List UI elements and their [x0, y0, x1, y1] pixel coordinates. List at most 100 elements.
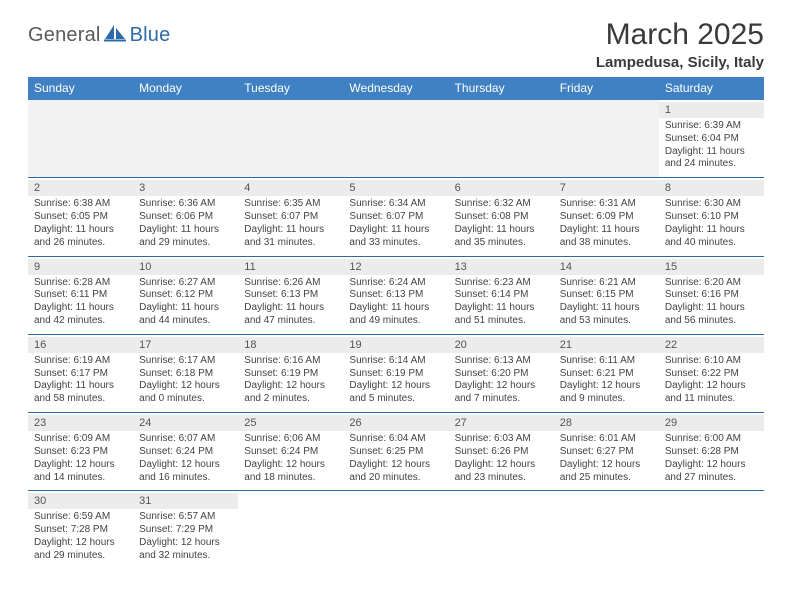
sunset-line: Sunset: 7:29 PM	[139, 524, 232, 537]
title-block: March 2025 Lampedusa, Sicily, Italy	[596, 18, 764, 71]
calendar-week-row: 16Sunrise: 6:19 AMSunset: 6:17 PMDayligh…	[28, 334, 764, 412]
daylight-line: Daylight: 11 hours and 51 minutes.	[455, 302, 548, 328]
day-cell: 23Sunrise: 6:09 AMSunset: 6:23 PMDayligh…	[28, 413, 133, 491]
day-number: 10	[133, 259, 238, 275]
empty-cell	[238, 100, 343, 178]
day-number: 14	[554, 259, 659, 275]
calendar-week-row: 9Sunrise: 6:28 AMSunset: 6:11 PMDaylight…	[28, 256, 764, 334]
sunset-line: Sunset: 6:18 PM	[139, 368, 232, 381]
logo: General Blue	[28, 24, 170, 47]
day-number: 23	[28, 415, 133, 431]
day-number: 29	[659, 415, 764, 431]
empty-cell	[28, 100, 133, 178]
daylight-line: Daylight: 11 hours and 38 minutes.	[560, 224, 653, 250]
day-number: 1	[659, 102, 764, 118]
sunset-line: Sunset: 6:11 PM	[34, 289, 127, 302]
empty-cell	[659, 491, 764, 569]
day-number: 4	[238, 180, 343, 196]
daylight-line: Daylight: 12 hours and 9 minutes.	[560, 380, 653, 406]
sunset-line: Sunset: 6:06 PM	[139, 211, 232, 224]
day-number: 2	[28, 180, 133, 196]
day-number: 26	[343, 415, 448, 431]
weekday-header: Thursday	[449, 77, 554, 100]
sunrise-line: Sunrise: 6:28 AM	[34, 277, 127, 290]
daylight-line: Daylight: 11 hours and 35 minutes.	[455, 224, 548, 250]
sunrise-line: Sunrise: 6:31 AM	[560, 198, 653, 211]
sunset-line: Sunset: 7:28 PM	[34, 524, 127, 537]
day-cell: 30Sunrise: 6:59 AMSunset: 7:28 PMDayligh…	[28, 491, 133, 569]
empty-cell	[238, 491, 343, 569]
calendar-table: SundayMondayTuesdayWednesdayThursdayFrid…	[28, 77, 764, 569]
daylight-line: Daylight: 11 hours and 47 minutes.	[244, 302, 337, 328]
sunset-line: Sunset: 6:19 PM	[244, 368, 337, 381]
daylight-line: Daylight: 11 hours and 33 minutes.	[349, 224, 442, 250]
daylight-line: Daylight: 12 hours and 5 minutes.	[349, 380, 442, 406]
weekday-header: Sunday	[28, 77, 133, 100]
weekday-header: Saturday	[659, 77, 764, 100]
day-cell: 26Sunrise: 6:04 AMSunset: 6:25 PMDayligh…	[343, 413, 448, 491]
sunset-line: Sunset: 6:13 PM	[244, 289, 337, 302]
empty-cell	[554, 100, 659, 178]
daylight-line: Daylight: 12 hours and 14 minutes.	[34, 459, 127, 485]
sunset-line: Sunset: 6:10 PM	[665, 211, 758, 224]
sunrise-line: Sunrise: 6:03 AM	[455, 433, 548, 446]
day-cell: 2Sunrise: 6:38 AMSunset: 6:05 PMDaylight…	[28, 178, 133, 256]
daylight-line: Daylight: 12 hours and 27 minutes.	[665, 459, 758, 485]
sunset-line: Sunset: 6:09 PM	[560, 211, 653, 224]
calendar-week-row: 23Sunrise: 6:09 AMSunset: 6:23 PMDayligh…	[28, 413, 764, 491]
sunset-line: Sunset: 6:15 PM	[560, 289, 653, 302]
day-number: 3	[133, 180, 238, 196]
day-number: 6	[449, 180, 554, 196]
day-cell: 21Sunrise: 6:11 AMSunset: 6:21 PMDayligh…	[554, 334, 659, 412]
sunrise-line: Sunrise: 6:30 AM	[665, 198, 758, 211]
day-number: 30	[28, 493, 133, 509]
weekday-header: Monday	[133, 77, 238, 100]
day-number: 21	[554, 337, 659, 353]
day-number: 27	[449, 415, 554, 431]
sunrise-line: Sunrise: 6:35 AM	[244, 198, 337, 211]
daylight-line: Daylight: 12 hours and 2 minutes.	[244, 380, 337, 406]
sunset-line: Sunset: 6:24 PM	[244, 446, 337, 459]
weekday-header: Tuesday	[238, 77, 343, 100]
daylight-line: Daylight: 12 hours and 18 minutes.	[244, 459, 337, 485]
day-number: 13	[449, 259, 554, 275]
daylight-line: Daylight: 11 hours and 40 minutes.	[665, 224, 758, 250]
daylight-line: Daylight: 12 hours and 20 minutes.	[349, 459, 442, 485]
sunset-line: Sunset: 6:05 PM	[34, 211, 127, 224]
sunset-line: Sunset: 6:16 PM	[665, 289, 758, 302]
sunrise-line: Sunrise: 6:57 AM	[139, 511, 232, 524]
sunrise-line: Sunrise: 6:14 AM	[349, 355, 442, 368]
daylight-line: Daylight: 11 hours and 49 minutes.	[349, 302, 442, 328]
daylight-line: Daylight: 11 hours and 44 minutes.	[139, 302, 232, 328]
sunrise-line: Sunrise: 6:24 AM	[349, 277, 442, 290]
day-number: 25	[238, 415, 343, 431]
calendar-header-row: SundayMondayTuesdayWednesdayThursdayFrid…	[28, 77, 764, 100]
logo-text-general: General	[28, 24, 101, 47]
day-cell: 16Sunrise: 6:19 AMSunset: 6:17 PMDayligh…	[28, 334, 133, 412]
day-cell: 12Sunrise: 6:24 AMSunset: 6:13 PMDayligh…	[343, 256, 448, 334]
sunset-line: Sunset: 6:17 PM	[34, 368, 127, 381]
daylight-line: Daylight: 11 hours and 24 minutes.	[665, 146, 758, 172]
day-number: 19	[343, 337, 448, 353]
day-cell: 7Sunrise: 6:31 AMSunset: 6:09 PMDaylight…	[554, 178, 659, 256]
sunrise-line: Sunrise: 6:27 AM	[139, 277, 232, 290]
day-number: 15	[659, 259, 764, 275]
logo-text-blue: Blue	[130, 24, 171, 47]
sunset-line: Sunset: 6:26 PM	[455, 446, 548, 459]
empty-cell	[449, 491, 554, 569]
daylight-line: Daylight: 12 hours and 32 minutes.	[139, 537, 232, 563]
daylight-line: Daylight: 12 hours and 23 minutes.	[455, 459, 548, 485]
daylight-line: Daylight: 12 hours and 7 minutes.	[455, 380, 548, 406]
calendar-week-row: 2Sunrise: 6:38 AMSunset: 6:05 PMDaylight…	[28, 178, 764, 256]
sunrise-line: Sunrise: 6:36 AM	[139, 198, 232, 211]
sunrise-line: Sunrise: 6:59 AM	[34, 511, 127, 524]
sunset-line: Sunset: 6:23 PM	[34, 446, 127, 459]
sunset-line: Sunset: 6:21 PM	[560, 368, 653, 381]
day-cell: 29Sunrise: 6:00 AMSunset: 6:28 PMDayligh…	[659, 413, 764, 491]
daylight-line: Daylight: 11 hours and 29 minutes.	[139, 224, 232, 250]
sunset-line: Sunset: 6:12 PM	[139, 289, 232, 302]
sunset-line: Sunset: 6:07 PM	[244, 211, 337, 224]
sunset-line: Sunset: 6:13 PM	[349, 289, 442, 302]
sunrise-line: Sunrise: 6:20 AM	[665, 277, 758, 290]
empty-cell	[449, 100, 554, 178]
